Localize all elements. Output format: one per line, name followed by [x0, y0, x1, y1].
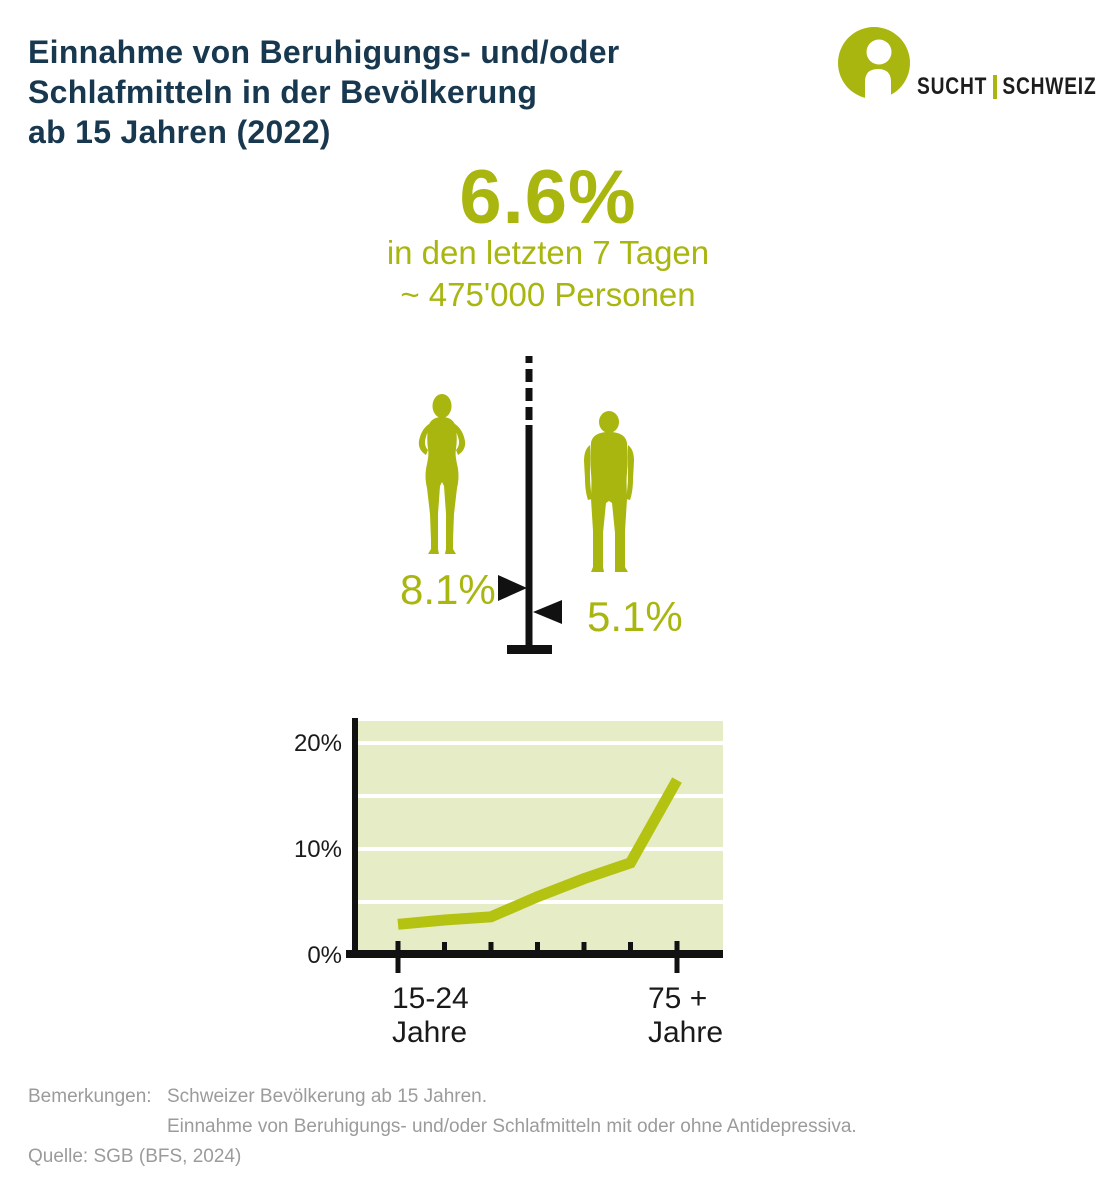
logo-word-right: SCHWEIZ	[1002, 73, 1096, 100]
x-tick-label-last: 75 + Jahre	[648, 982, 724, 1049]
woman-silhouette-icon	[418, 394, 466, 554]
chart-data-line	[397, 777, 682, 930]
source-line: Quelle: SGB (BFS, 2024)	[28, 1146, 242, 1167]
age-prevalence-chart: 20% 10% 0%	[294, 718, 723, 973]
gridline-10	[358, 847, 723, 851]
remarks-label-spacer	[28, 1112, 167, 1142]
x-axis-major-tick	[674, 941, 680, 973]
y-tick-label-20: 20%	[294, 730, 342, 757]
y-axis-line	[352, 718, 358, 958]
x-axis-minor-tick	[628, 942, 633, 952]
female-marker-triangle-icon	[498, 575, 527, 601]
y-tick-label-0: 0%	[307, 942, 342, 969]
gender-comparison-graphic: 8.1% 5.1%	[400, 356, 683, 654]
chart-plot-area	[358, 721, 723, 950]
x-axis-minor-tick	[442, 942, 447, 952]
remark-2: Einnahme von Beruhigungs- und/oder Schla…	[167, 1116, 857, 1137]
male-marker-triangle-icon	[533, 600, 562, 624]
highlight-stat: 6.6% in den letzten 7 Tagen ~ 475'000 Pe…	[0, 155, 1096, 316]
prevalence-period: in den letzten 7 Tagen	[386, 234, 710, 271]
x-tick-label-first: 15-24 Jahre	[392, 982, 469, 1049]
prevalence-value: 6.6%	[459, 155, 637, 240]
x-axis-minor-tick	[581, 942, 587, 952]
y-tick-label-10: 10%	[294, 836, 342, 863]
x-axis-major-tick	[395, 941, 401, 973]
remarks-row-2: Einnahme von Beruhigungs- und/oder Schla…	[28, 1112, 1068, 1142]
scale-base	[507, 645, 552, 654]
chart-gridlines	[358, 741, 723, 904]
x-axis-line	[346, 950, 723, 958]
gridline-20	[358, 741, 723, 745]
gridline-5	[358, 900, 723, 904]
logo-wordmark: SUCHT SCHWEIZ	[917, 73, 1096, 101]
page-title: Einnahme von Beruhigungs- und/oder Schla…	[28, 34, 620, 150]
x-axis-minor-tick	[488, 942, 494, 952]
remark-1: Schweizer Bevölkerung ab 15 Jahren.	[167, 1086, 488, 1107]
male-value-label: 5.1%	[587, 593, 683, 640]
man-silhouette-icon	[584, 411, 634, 572]
logo-person-icon	[838, 27, 910, 102]
remarks-label: Bemerkungen:	[28, 1086, 152, 1107]
logo-separator-bar	[992, 75, 997, 99]
female-value-label: 8.1%	[400, 566, 496, 613]
prevalence-persons: ~ 475'000 Personen	[400, 276, 696, 313]
x-axis-ticks	[395, 941, 680, 973]
logo-word-left: SUCHT	[917, 73, 988, 100]
remarks-row-1: Bemerkungen: Schweizer Bevölkerung ab 15…	[28, 1082, 1068, 1112]
gridline-15	[358, 794, 723, 798]
x-axis-minor-tick	[535, 942, 540, 952]
sucht-schweiz-logo: SUCHT SCHWEIZ	[837, 26, 1096, 102]
footer-notes: Bemerkungen: Schweizer Bevölkerung ab 15…	[28, 1082, 1068, 1172]
